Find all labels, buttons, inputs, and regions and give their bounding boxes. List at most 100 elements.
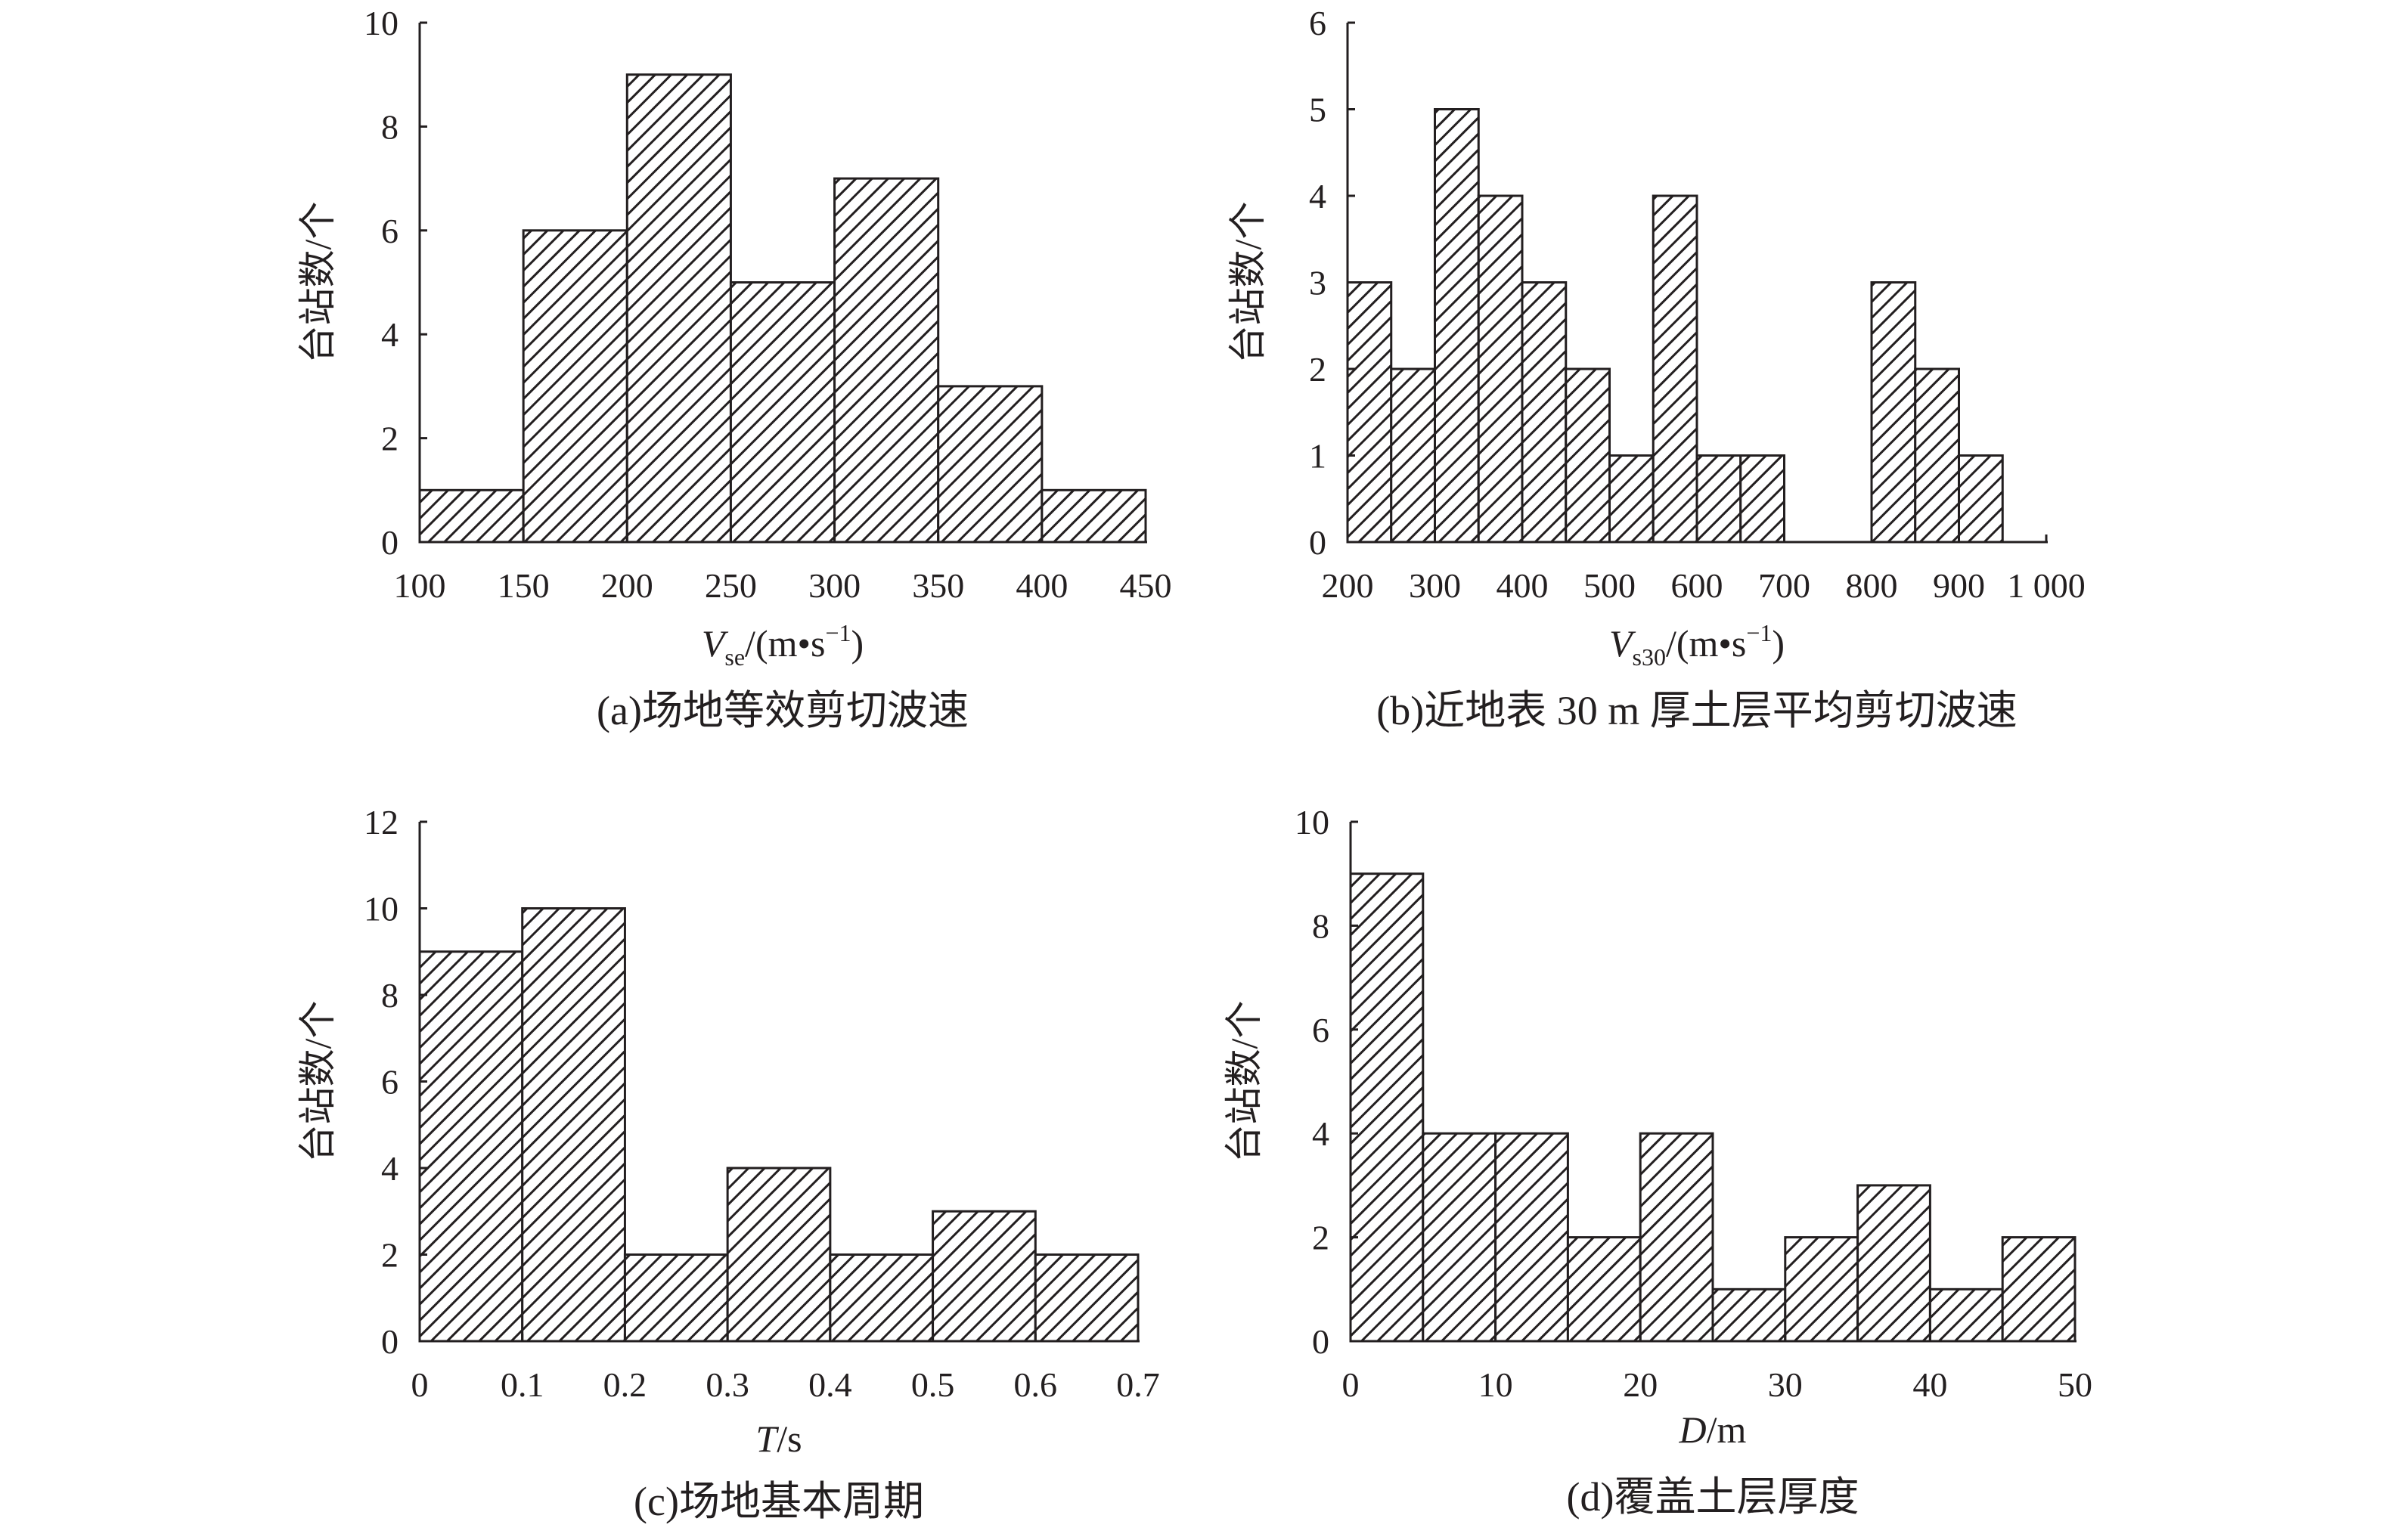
histogram-bar [2001, 1236, 2076, 1343]
y-tick-label: 10 [364, 4, 399, 42]
x-axis-label-subscript: s30 [1632, 643, 1665, 671]
histogram-bar [937, 385, 1044, 544]
y-axis-label: 台站数/个 [1223, 1001, 1265, 1163]
panel-caption: (a)场地等效剪切波速 [597, 688, 969, 733]
x-axis-label-unit: /m [1707, 1408, 1747, 1451]
x-tick-label: 700 [1758, 566, 1810, 605]
y-tick-label: 4 [1312, 1114, 1329, 1153]
y-axis-label: 台站数/个 [296, 202, 339, 364]
histogram-bar [521, 907, 626, 1343]
x-tick-label: 300 [808, 566, 861, 605]
x-axis-label-close: ) [851, 622, 864, 665]
histogram-bar [1711, 1287, 1787, 1343]
x-tick-label: 100 [394, 566, 446, 605]
panel-d: 0 2 4 6 8 10 0 10 20 30 40 50 台站数/个 D/m (d)覆盖土层厚度 [1223, 803, 2092, 1520]
histogram-bar [1784, 1236, 1859, 1343]
histogram-bar [1041, 488, 1147, 544]
y-tick-label: 2 [1309, 350, 1326, 389]
histogram-bar [1521, 281, 1568, 544]
x-axis-label-close: ) [1772, 622, 1785, 665]
x-tick-label: 0 [1342, 1365, 1360, 1404]
x-axis-label: Vse/(m•s−1) [702, 619, 864, 671]
x-tick-label: 0.5 [911, 1365, 955, 1404]
x-tick-label: 900 [1933, 566, 1985, 605]
y-tick-label: 0 [1309, 523, 1326, 562]
y-tick-label: 4 [381, 1149, 399, 1188]
histogram-bar [1608, 454, 1655, 544]
x-tick-label: 800 [1846, 566, 1898, 605]
x-axis-label-symbol: V [702, 622, 729, 665]
y-tick-label: 6 [1309, 4, 1326, 42]
y-tick-label: 8 [1312, 906, 1329, 945]
x-tick-label: 400 [1497, 566, 1549, 605]
x-axis-label-symbol: D [1679, 1408, 1707, 1451]
x-tick-label: 20 [1623, 1365, 1658, 1404]
histogram-bar [1346, 281, 1393, 544]
y-tick-label: 4 [1309, 177, 1326, 215]
histogram-bar [932, 1210, 1037, 1343]
histogram-bar [1390, 367, 1436, 544]
y-tick-label: 8 [381, 107, 399, 146]
x-axis-label-subscript: se [724, 643, 745, 671]
panel-caption: (c)场地基本周期 [634, 1479, 924, 1524]
histogram-bar [1434, 108, 1480, 544]
y-tick-label: 6 [381, 212, 399, 250]
histogram-bar [1349, 872, 1425, 1343]
y-tick-label: 6 [381, 1063, 399, 1102]
y-tick-label: 6 [1312, 1011, 1329, 1049]
x-tick-label: 0.1 [501, 1365, 544, 1404]
x-tick-label: 1 000 [2007, 566, 2086, 605]
histogram-bar [1477, 194, 1524, 544]
x-tick-label: 50 [2058, 1365, 2092, 1404]
histogram-bar [418, 950, 524, 1343]
histogram-bar [1928, 1287, 2004, 1343]
panel-a: 0 2 4 6 8 10 100 150 200 250 300 350 400 450 台站数/个 Vse/… [296, 4, 1172, 733]
x-tick-label: 500 [1583, 566, 1636, 605]
histogram-bar [1494, 1132, 1569, 1343]
y-tick-label: 12 [364, 803, 399, 841]
histogram-bar [1422, 1132, 1497, 1343]
x-tick-label: 30 [1768, 1365, 1803, 1404]
panel-caption: (d)覆盖土层厚度 [1567, 1474, 1859, 1520]
y-tick-label: 0 [381, 1322, 399, 1361]
histogram-bar [829, 1253, 935, 1343]
histogram-bar [1856, 1184, 1931, 1343]
x-tick-label: 300 [1409, 566, 1461, 605]
x-axis-label-unit: /s [777, 1418, 802, 1460]
y-tick-label: 10 [1295, 803, 1329, 841]
y-tick-label: 2 [381, 1236, 399, 1275]
panel-c: 0 2 4 6 8 10 12 0 0.1 0.2 0.3 0.4 0.5 0.6 0.7 台站数/个 T/s (… [296, 803, 1160, 1524]
x-tick-label: 150 [498, 566, 550, 605]
x-tick-label: 10 [1478, 1365, 1513, 1404]
histogram-bar [1958, 454, 2004, 544]
x-tick-label: 0.6 [1014, 1365, 1058, 1404]
x-axis-label-superscript: −1 [1746, 619, 1772, 646]
x-axis-label: Vs30/(m•s−1) [1609, 619, 1785, 671]
x-tick-label: 0.7 [1116, 1365, 1160, 1404]
y-axis-label: 台站数/个 [296, 1001, 339, 1163]
x-tick-label: 600 [1671, 566, 1723, 605]
x-tick-label: 450 [1120, 566, 1172, 605]
histogram-bar [729, 281, 836, 544]
x-tick-label: 400 [1016, 566, 1068, 605]
histogram-bar [1914, 367, 1960, 544]
histogram-bar [1695, 454, 1742, 544]
y-tick-label: 2 [381, 420, 399, 458]
x-tick-label: 40 [1912, 1365, 1947, 1404]
x-axis-label: T/s [755, 1418, 802, 1460]
x-tick-label: 200 [601, 566, 653, 605]
histogram-bar [1565, 367, 1611, 544]
x-axis-label-symbol: V [1609, 622, 1636, 665]
histogram-bar [1870, 281, 1917, 544]
y-axis-label: 台站数/个 [1227, 202, 1269, 364]
histogram-bar [418, 488, 525, 544]
histogram-bar [833, 177, 940, 544]
x-tick-label: 0.3 [706, 1365, 749, 1404]
y-tick-label: 0 [1312, 1322, 1329, 1361]
histogram-bar [1639, 1132, 1714, 1343]
y-tick-label: 1 [1309, 437, 1326, 476]
x-tick-label: 350 [912, 566, 964, 605]
y-tick-label: 0 [381, 523, 399, 562]
histogram-bar [623, 1253, 729, 1343]
y-tick-label: 2 [1312, 1219, 1329, 1257]
